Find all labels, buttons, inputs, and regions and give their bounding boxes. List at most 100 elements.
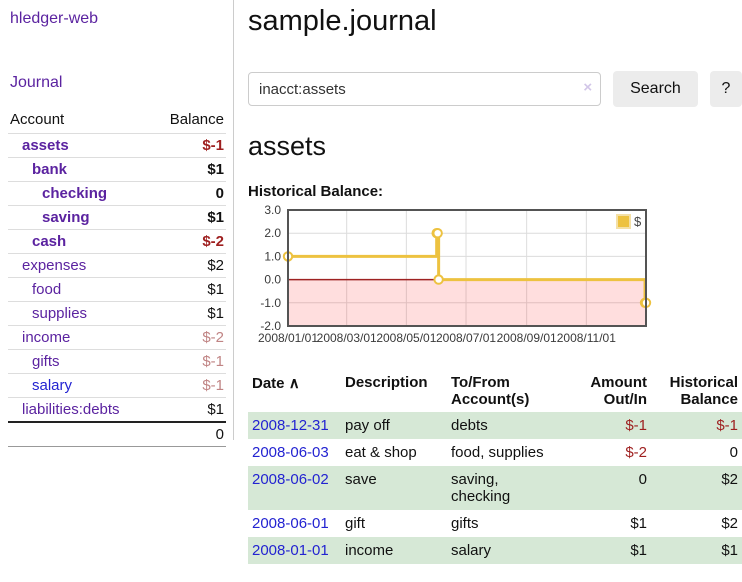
account-link[interactable]: salary [32, 377, 73, 394]
transaction-balance: $1 [721, 542, 738, 559]
account-balance: $1 [151, 277, 226, 302]
transaction-balance: $2 [721, 515, 738, 532]
account-link[interactable]: assets [22, 137, 69, 154]
svg-text:2008/03/01: 2008/03/01 [317, 331, 377, 345]
chart-canvas: $3.0 2.0 1.0 0.0 -1.0 -2.02008/01/012008/03/0… [258, 203, 652, 345]
sidebar-item-journal[interactable]: Journal [10, 74, 63, 91]
account-link[interactable]: saving [42, 209, 90, 226]
svg-text:-1.0: -1.0 [260, 296, 281, 310]
register-header-amount: Amount Out/In [590, 374, 647, 408]
svg-text:3.0: 3.0 [264, 204, 281, 217]
register-header-description: Description [345, 374, 428, 391]
transaction-amount: 0 [638, 471, 647, 488]
transaction-date-link[interactable]: 2008-01-01 [252, 542, 329, 559]
table-row: 2008-12-31 pay off debts $-1 $-1 [248, 412, 742, 439]
account-link[interactable]: food [32, 281, 62, 298]
account-row: gifts $-1 [8, 349, 226, 374]
account-row: checking 0 [8, 181, 226, 206]
search-input[interactable] [248, 72, 602, 106]
table-row: 2008-06-02 save saving, checking 0 $2 [248, 466, 742, 510]
search-bar: × Search ? [248, 71, 742, 107]
svg-text:2008/09/01: 2008/09/01 [497, 331, 557, 345]
account-balance: $2 [151, 253, 226, 278]
account-balance: $-2 [151, 325, 226, 350]
transaction-description: gift [345, 515, 366, 532]
account-balance: $1 [151, 205, 226, 230]
transaction-balance: 0 [729, 444, 738, 461]
sort-ascending-icon: ∧ [288, 375, 300, 392]
transaction-accounts: saving, checking [451, 471, 511, 505]
transaction-amount: $1 [630, 542, 647, 559]
svg-text:2008/01/01: 2008/01/01 [258, 331, 318, 345]
account-row: liabilities:debts $1 [8, 397, 226, 422]
table-row: 2008-01-01 income salary $1 $1 [248, 537, 742, 564]
transaction-accounts: food, supplies [451, 444, 544, 461]
svg-text:-2.0: -2.0 [260, 319, 281, 333]
account-balance: $1 [151, 157, 226, 182]
account-balance: $-1 [151, 373, 226, 398]
register-header-balance: Historical Balance [669, 374, 738, 408]
chart-title: Historical Balance: [248, 183, 384, 200]
register-body: 2008-12-31 pay off debts $-1 $-1 2008-06… [248, 412, 742, 564]
svg-text:$: $ [634, 214, 642, 229]
main-content: sample.journal × Search ? assets Histori… [248, 0, 742, 564]
account-link[interactable]: gifts [32, 353, 60, 370]
account-row: cash $-2 [8, 229, 226, 254]
transaction-description: eat & shop [345, 444, 417, 461]
accounts-total-value: 0 [151, 421, 226, 447]
account-row: assets $-1 [8, 133, 226, 158]
search-button[interactable]: Search [613, 71, 698, 107]
transaction-amount: $-2 [625, 444, 647, 461]
transaction-amount: $1 [630, 515, 647, 532]
transaction-balance: $2 [721, 471, 738, 488]
transaction-description: pay off [345, 417, 390, 434]
accounts-column-header: Account [10, 111, 65, 128]
transaction-date-link[interactable]: 2008-06-03 [252, 444, 329, 461]
transaction-balance: $-1 [716, 417, 738, 434]
help-button[interactable]: ? [709, 71, 742, 107]
account-link[interactable]: expenses [22, 257, 87, 274]
account-link[interactable]: income [22, 329, 71, 346]
table-row: 2008-06-03 eat & shop food, supplies $-2… [248, 439, 742, 466]
transaction-date-link[interactable]: 2008-06-01 [252, 515, 329, 532]
account-link[interactable]: supplies [32, 305, 88, 322]
account-row: supplies $1 [8, 301, 226, 326]
account-row: bank $1 [8, 157, 226, 182]
accounts-table: Account Balance assets $-1 bank $1 check… [8, 108, 226, 447]
account-link[interactable]: liabilities:debts [22, 401, 120, 418]
account-heading: assets [248, 131, 327, 161]
account-balance: $-1 [151, 133, 226, 158]
account-link[interactable]: cash [32, 233, 67, 250]
app-brand-link[interactable]: hledger-web [10, 10, 99, 27]
account-row: food $1 [8, 277, 226, 302]
account-row: income $-2 [8, 325, 226, 350]
historical-balance-chart: $3.0 2.0 1.0 0.0 -1.0 -2.0 2008/01/01 2008/03/0… [248, 203, 742, 352]
transaction-accounts: debts [451, 417, 488, 434]
account-row: expenses $2 [8, 253, 226, 278]
register-header-date[interactable]: Date ∧ [252, 375, 300, 392]
clear-search-icon[interactable]: × [583, 79, 593, 96]
transaction-amount: $-1 [625, 417, 647, 434]
account-balance: $1 [151, 301, 226, 326]
svg-text:2008/05/01: 2008/05/01 [376, 331, 436, 345]
accounts-total-row: 0 [8, 421, 226, 447]
register-header-accounts: To/From Account(s) [451, 374, 530, 408]
account-balance: $-2 [151, 229, 226, 254]
transaction-accounts: salary [451, 542, 492, 559]
account-link[interactable]: checking [42, 185, 108, 202]
svg-text:2008/11/01: 2008/11/01 [557, 331, 616, 345]
account-balance: $1 [151, 397, 226, 422]
sidebar: hledger-web Journal Account Balance asse… [0, 0, 234, 447]
account-row: saving $1 [8, 205, 226, 230]
svg-text:1.0: 1.0 [264, 249, 281, 263]
transaction-description: income [345, 542, 394, 559]
account-balance: 0 [151, 181, 226, 206]
svg-text:2.0: 2.0 [264, 226, 281, 240]
account-link[interactable]: bank [32, 161, 68, 178]
transaction-accounts: gifts [451, 515, 479, 532]
transaction-date-link[interactable]: 2008-06-02 [252, 471, 329, 488]
sidebar-accounts-body: assets $-1 bank $1 checking 0 saving $1 … [8, 133, 226, 422]
transaction-date-link[interactable]: 2008-12-31 [252, 417, 329, 434]
balance-column-header: Balance [169, 111, 224, 128]
account-balance: $-1 [151, 349, 226, 374]
